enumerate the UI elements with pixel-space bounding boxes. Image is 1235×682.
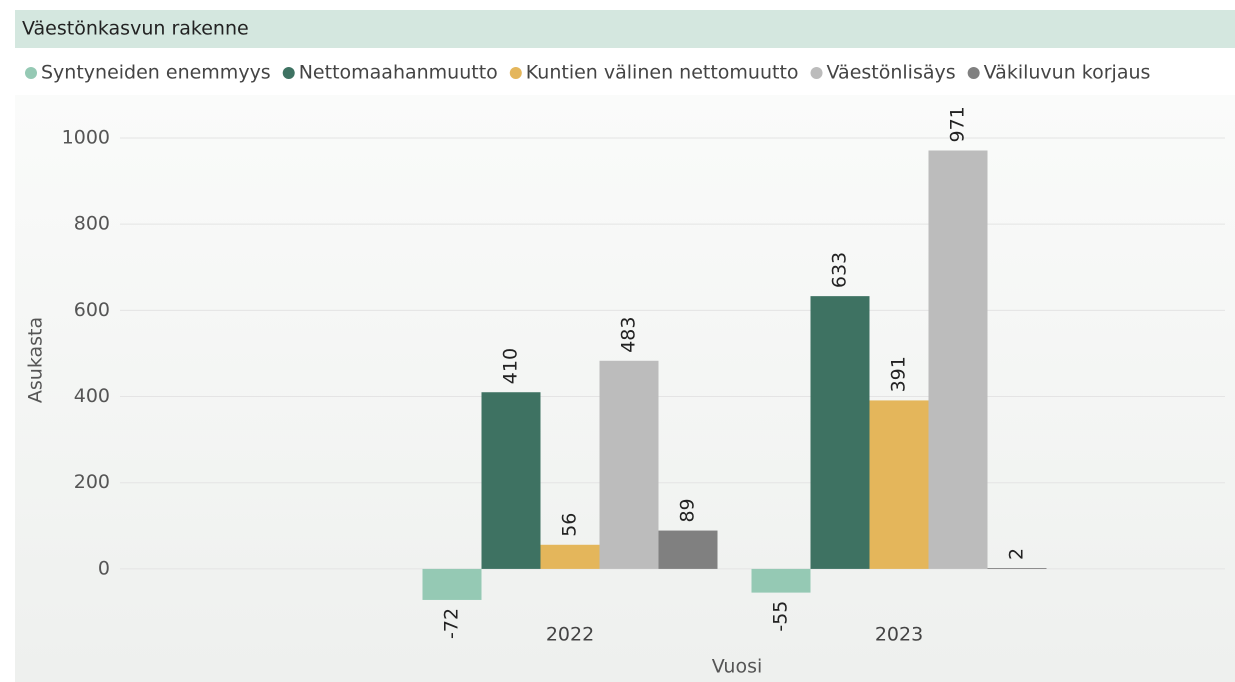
- x-tick-label: 2022: [546, 624, 594, 646]
- legend-marker: [968, 67, 980, 79]
- y-tick-label: 1000: [62, 127, 110, 149]
- data-label: 2: [1006, 548, 1028, 560]
- x-axis-label: Vuosi: [712, 656, 763, 678]
- bar: [752, 569, 811, 593]
- bar: [482, 392, 541, 569]
- legend-marker: [811, 67, 823, 79]
- bar: [541, 545, 600, 569]
- chart: Väestönkasvun rakenne Vuosi Asukasta 0 20…: [0, 0, 1235, 682]
- legend-label: Nettomaahanmuutto: [299, 62, 498, 84]
- data-label: -72: [441, 608, 463, 639]
- bar: [659, 531, 718, 569]
- bar: [811, 296, 870, 569]
- legend-marker: [25, 67, 37, 79]
- y-tick-label: 0: [98, 557, 110, 579]
- bar: [870, 400, 929, 568]
- data-label: 410: [500, 348, 522, 384]
- bar: [600, 361, 659, 569]
- legend-label: Väestönlisäys: [827, 62, 956, 84]
- legend-marker: [283, 67, 295, 79]
- chart-title: Väestönkasvun rakenne: [22, 18, 249, 40]
- data-label: 483: [618, 317, 640, 353]
- y-tick-label: 200: [74, 471, 110, 493]
- data-label: 391: [888, 356, 910, 392]
- data-label: 971: [947, 106, 969, 142]
- legend-marker: [510, 67, 522, 79]
- y-axis-label: Asukasta: [25, 317, 47, 403]
- y-tick-label: 400: [74, 385, 110, 407]
- data-label: 56: [559, 513, 581, 537]
- x-tick-label: 2023: [875, 624, 923, 646]
- bar: [988, 568, 1047, 569]
- legend-label: Syntyneiden enemmyys: [41, 62, 271, 84]
- bar: [929, 150, 988, 568]
- legend-label: Väkiluvun korjaus: [984, 62, 1151, 84]
- data-label: -55: [770, 601, 792, 632]
- y-tick-label: 600: [74, 299, 110, 321]
- legend-label: Kuntien välinen nettomuutto: [526, 62, 799, 84]
- y-tick-label: 800: [74, 213, 110, 235]
- data-label: 89: [677, 498, 699, 522]
- bar: [423, 569, 482, 600]
- data-label: 633: [829, 252, 851, 288]
